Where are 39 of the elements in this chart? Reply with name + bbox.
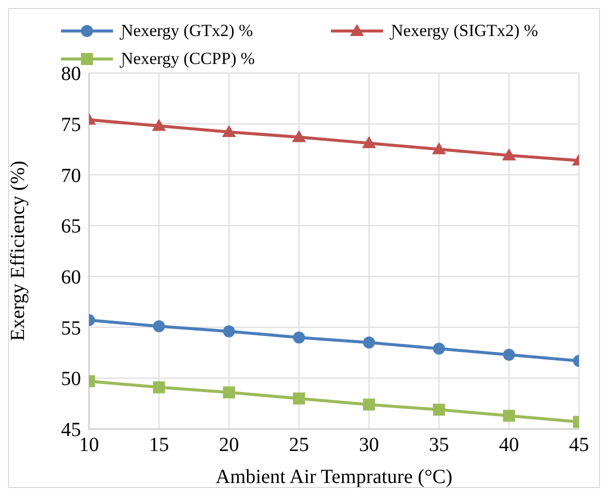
x-tick-label: 45 <box>569 434 589 456</box>
point <box>293 392 305 404</box>
point <box>292 130 306 142</box>
y-tick-label: 65 <box>61 216 81 238</box>
point <box>433 404 445 416</box>
y-tick-label: 60 <box>61 266 81 289</box>
point <box>223 386 235 398</box>
x-tick-label: 40 <box>499 434 519 456</box>
point <box>362 136 376 148</box>
x-axis-title: Ambient Air Temprature (°C) <box>216 466 452 488</box>
x-tick-label: 25 <box>289 434 309 456</box>
y-tick-label: 50 <box>61 368 81 390</box>
y-tick-label: 80 <box>61 63 81 86</box>
legend-label: Ɲexergy (GTx2) % <box>121 21 253 41</box>
x-tick-label: 20 <box>219 434 239 456</box>
point <box>432 142 446 154</box>
legend-label: Ɲexergy (CCPP) % <box>121 49 255 69</box>
point <box>363 336 375 349</box>
point <box>223 325 235 338</box>
point <box>293 331 305 344</box>
y-axis-title: Exergy Efficiency (%) <box>7 160 30 341</box>
x-tick-label: 10 <box>79 434 99 456</box>
point <box>433 342 445 355</box>
x-tick-label: 30 <box>359 434 379 456</box>
y-tick-label: 70 <box>61 164 81 187</box>
point <box>502 148 516 160</box>
y-tick-label: 45 <box>61 419 81 442</box>
y-tick-label: 55 <box>61 317 81 340</box>
legend-label: Ɲexergy (SIGTx2) % <box>391 21 538 41</box>
x-tick-label: 35 <box>429 434 449 456</box>
point <box>363 398 375 411</box>
point <box>503 348 515 361</box>
point <box>222 124 236 137</box>
x-tick-label: 15 <box>149 434 169 456</box>
point <box>503 410 515 422</box>
y-tick-label: 75 <box>61 114 81 136</box>
point <box>152 118 166 131</box>
point <box>153 381 165 394</box>
point <box>153 320 165 332</box>
